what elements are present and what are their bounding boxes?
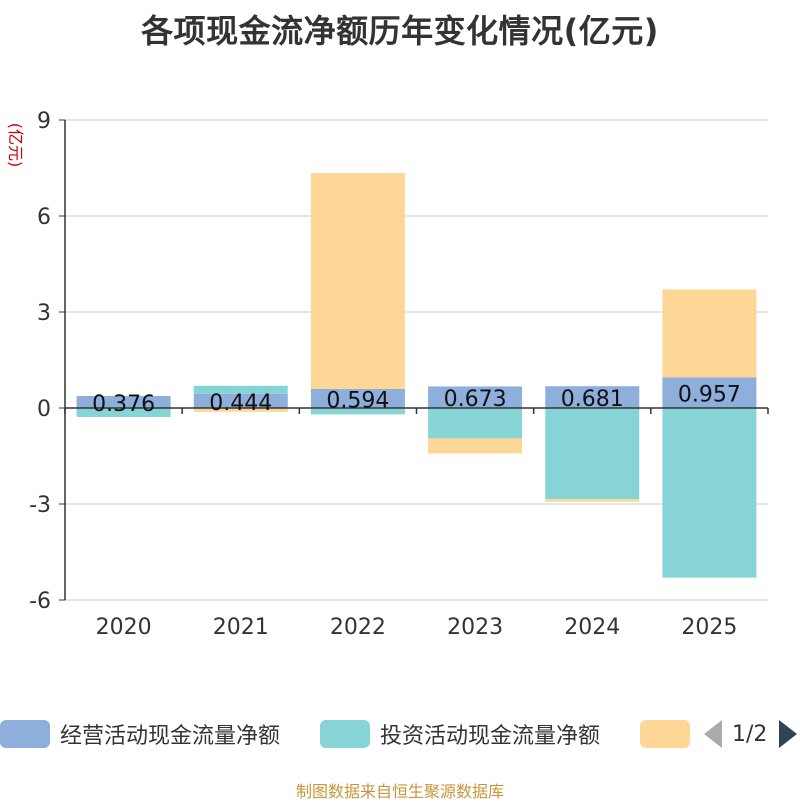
- bar-segment-financing: [545, 499, 640, 502]
- legend-swatch-operating: [0, 720, 50, 748]
- data-label: 0.673: [444, 387, 507, 412]
- bar-segment-investing: [545, 408, 640, 500]
- bar-segment-financing: [193, 408, 288, 412]
- bar-segment-investing: [428, 408, 523, 439]
- y-tick-label: 0: [37, 397, 51, 422]
- bar-segment-financing: [310, 172, 405, 389]
- y-tick-label: 3: [37, 301, 51, 326]
- legend-pager: 1/2: [698, 716, 798, 752]
- data-label: 0.957: [678, 383, 741, 408]
- chart-legend: 经营活动现金流量净额 投资活动现金流量净额: [0, 716, 800, 756]
- x-tick-label: 2025: [681, 615, 737, 640]
- legend-next-page-icon[interactable]: [779, 720, 798, 748]
- bar-segment-investing: [310, 408, 405, 415]
- y-tick-label: -6: [29, 589, 51, 614]
- bar-segment-investing: [76, 408, 171, 417]
- legend-label-investing: 投资活动现金流量净额: [380, 724, 601, 749]
- bar-segment-operating: [662, 377, 757, 408]
- y-tick-label: -3: [29, 493, 51, 518]
- y-tick-label: 6: [37, 205, 51, 230]
- data-label: 0.444: [209, 391, 272, 416]
- x-tick-label: 2021: [213, 615, 269, 640]
- legend-page-indicator: 1/2: [732, 721, 768, 747]
- legend-label-operating: 经营活动现金流量净额: [60, 724, 281, 749]
- x-tick-label: 2024: [564, 615, 620, 640]
- bar-segment-operating: [428, 386, 523, 408]
- bar-segment-operating: [545, 386, 640, 408]
- data-label: 0.376: [92, 392, 155, 417]
- data-label: 0.681: [561, 387, 624, 412]
- bar-segment-financing: [428, 438, 523, 454]
- data-label: 0.594: [326, 388, 389, 413]
- bar-segment-operating: [76, 395, 171, 408]
- x-tick-label: 2020: [96, 615, 152, 640]
- y-tick-label: 9: [37, 109, 51, 134]
- bar-segment-financing: [662, 289, 757, 378]
- x-tick-label: 2022: [330, 615, 386, 640]
- bar-segment-operating: [310, 388, 405, 408]
- bar-segment-investing: [662, 408, 757, 578]
- bar-segment-operating: [193, 393, 288, 408]
- legend-item-investing[interactable]: 投资活动现金流量净额: [320, 716, 600, 752]
- legend-swatch-financing: [640, 720, 690, 748]
- data-source-footer: 制图数据来自恒生聚源数据库: [295, 782, 504, 801]
- x-tick-label: 2023: [447, 615, 503, 640]
- legend-swatch-investing: [320, 720, 370, 748]
- chart-title: 各项现金流净额历年变化情况(亿元): [141, 12, 659, 50]
- legend-item-operating[interactable]: 经营活动现金流量净额: [0, 716, 280, 752]
- bar-segment-investing: [193, 385, 288, 394]
- legend-item-financing[interactable]: [640, 716, 700, 752]
- y-axis-label: (亿元): [6, 123, 25, 168]
- legend-prev-page-icon[interactable]: [704, 720, 722, 748]
